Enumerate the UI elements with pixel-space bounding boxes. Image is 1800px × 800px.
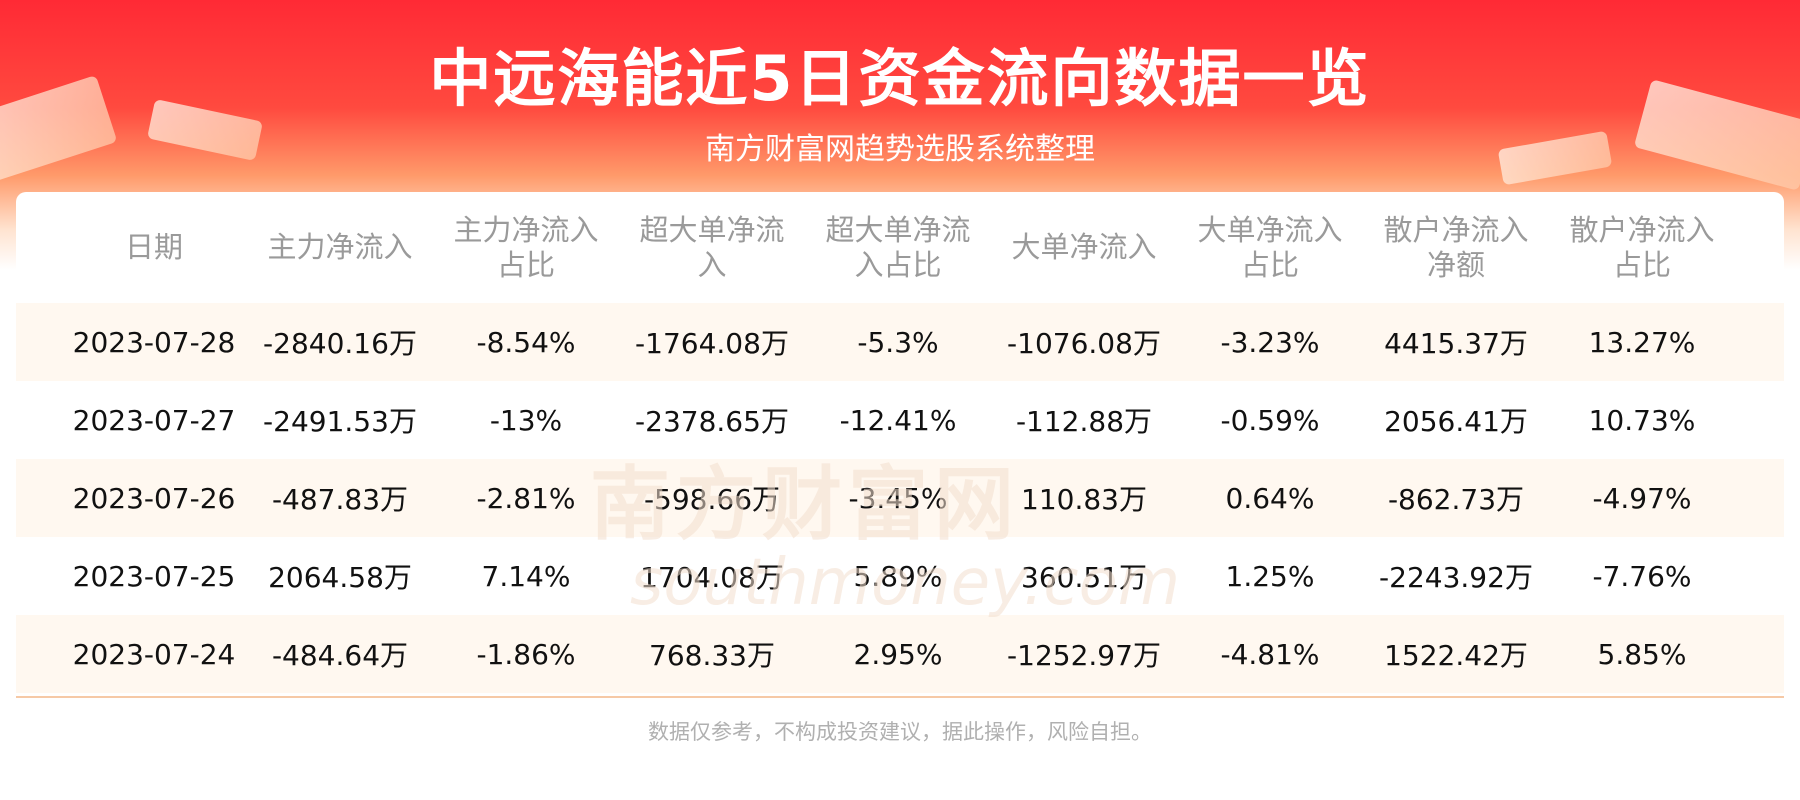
table-cell: -0.59% (1220, 403, 1320, 437)
table-cell: -487.83万 (271, 483, 409, 516)
table-cell: 2023-07-24 (72, 637, 236, 671)
table-row: 2023-07-26 -487.83万 -2.81% -598.66万 -3.45% 11… (16, 459, 1784, 537)
table-cell: 1522.42万 (1384, 639, 1528, 672)
column-header: 超大单净流入占比 (825, 212, 971, 282)
table-cell: -7.76% (1592, 559, 1692, 593)
table-cell: -112.88万 (1015, 405, 1153, 438)
table-cell: 7.14% (481, 559, 571, 593)
table-cell: 1.25% (1225, 559, 1315, 593)
table-cell: -5.3% (857, 325, 939, 359)
table: 日期 主力净流入 主力净流入占比 超大单净流入 超大单净流入占比 大单净流入 大单净流入占比… (16, 192, 1784, 698)
table-row: 2023-07-24 -484.64万 -1.86% 768.33万 2.95% -125… (16, 615, 1784, 693)
table-cell: 360.51万 (1021, 561, 1147, 594)
table-cell: -2378.65万 (635, 405, 789, 438)
table-cell: 2023-07-25 (72, 559, 236, 593)
table-cell: -3.23% (1220, 325, 1320, 359)
table-cell: -484.64万 (271, 639, 409, 672)
table-cell: 2064.58万 (268, 561, 412, 594)
table-cell: 0.64% (1225, 481, 1315, 515)
column-header: 大单净流入 (1011, 230, 1157, 264)
table-cell: -2.81% (476, 481, 576, 515)
table-row: 2023-07-28 -2840.16万 -8.54% -1764.08万 -5.3% -… (16, 303, 1784, 381)
column-header: 散户净流入占比 (1569, 212, 1715, 282)
column-header: 日期 (124, 230, 183, 264)
table-cell: -2243.92万 (1379, 561, 1533, 594)
table-cell: 13.27% (1588, 325, 1696, 359)
table-cell: -1.86% (476, 637, 576, 671)
table-row: 2023-07-25 2064.58万 7.14% 1704.08万 5.89% 360.… (16, 537, 1784, 615)
header-row: 日期 主力净流入 主力净流入占比 超大单净流入 超大单净流入占比 大单净流入 大单净流入占比… (16, 192, 1784, 303)
table-cell: -598.66万 (643, 483, 781, 516)
table-cell: 1704.08万 (640, 561, 784, 594)
table-cell: -3.45% (848, 481, 948, 515)
table-cell: -1764.08万 (635, 327, 789, 360)
table-cell: -1252.97万 (1007, 639, 1161, 672)
title: 中远海能近5日资金流向数据一览 (429, 42, 1371, 115)
table-cell: -12.41% (839, 403, 957, 437)
table-cell: -1076.08万 (1007, 327, 1161, 360)
table-cell: 5.85% (1597, 637, 1687, 671)
table-cell: 2023-07-26 (72, 481, 236, 515)
table-cell: 110.83万 (1021, 483, 1147, 516)
table-cell: 10.73% (1588, 403, 1696, 437)
subtitle: 南方财富网趋势选股系统整理 (705, 132, 1095, 167)
column-header: 大单净流入占比 (1197, 212, 1343, 282)
table-cell: 2023-07-27 (72, 403, 236, 437)
table-cell: -8.54% (476, 325, 576, 359)
table-cell: 2023-07-28 (72, 325, 236, 359)
table-cell: 5.89% (853, 559, 943, 593)
table-cell: -4.81% (1220, 637, 1320, 671)
table-cell: 4415.37万 (1384, 327, 1528, 360)
column-header: 主力净流入占比 (453, 212, 599, 282)
column-header: 主力净流入 (267, 230, 413, 264)
table-cell: 2.95% (853, 637, 943, 671)
table-cell: -4.97% (1592, 481, 1692, 515)
table-cell: -2491.53万 (263, 405, 417, 438)
column-header: 散户净流入净额 (1383, 212, 1529, 282)
column-header: 超大单净流入 (639, 212, 785, 282)
footer: 数据仅参考，不构成投资建议，据此操作，风险自担。 (648, 720, 1152, 744)
table-cell: -13% (489, 403, 563, 437)
table-cell: -862.73万 (1387, 483, 1525, 516)
table-cell: 768.33万 (649, 639, 775, 672)
table-row: 2023-07-27 -2491.53万 -13% -2378.65万 -12.41% -… (16, 381, 1784, 459)
table-cell: 2056.41万 (1384, 405, 1528, 438)
table-cell: -2840.16万 (263, 327, 417, 360)
